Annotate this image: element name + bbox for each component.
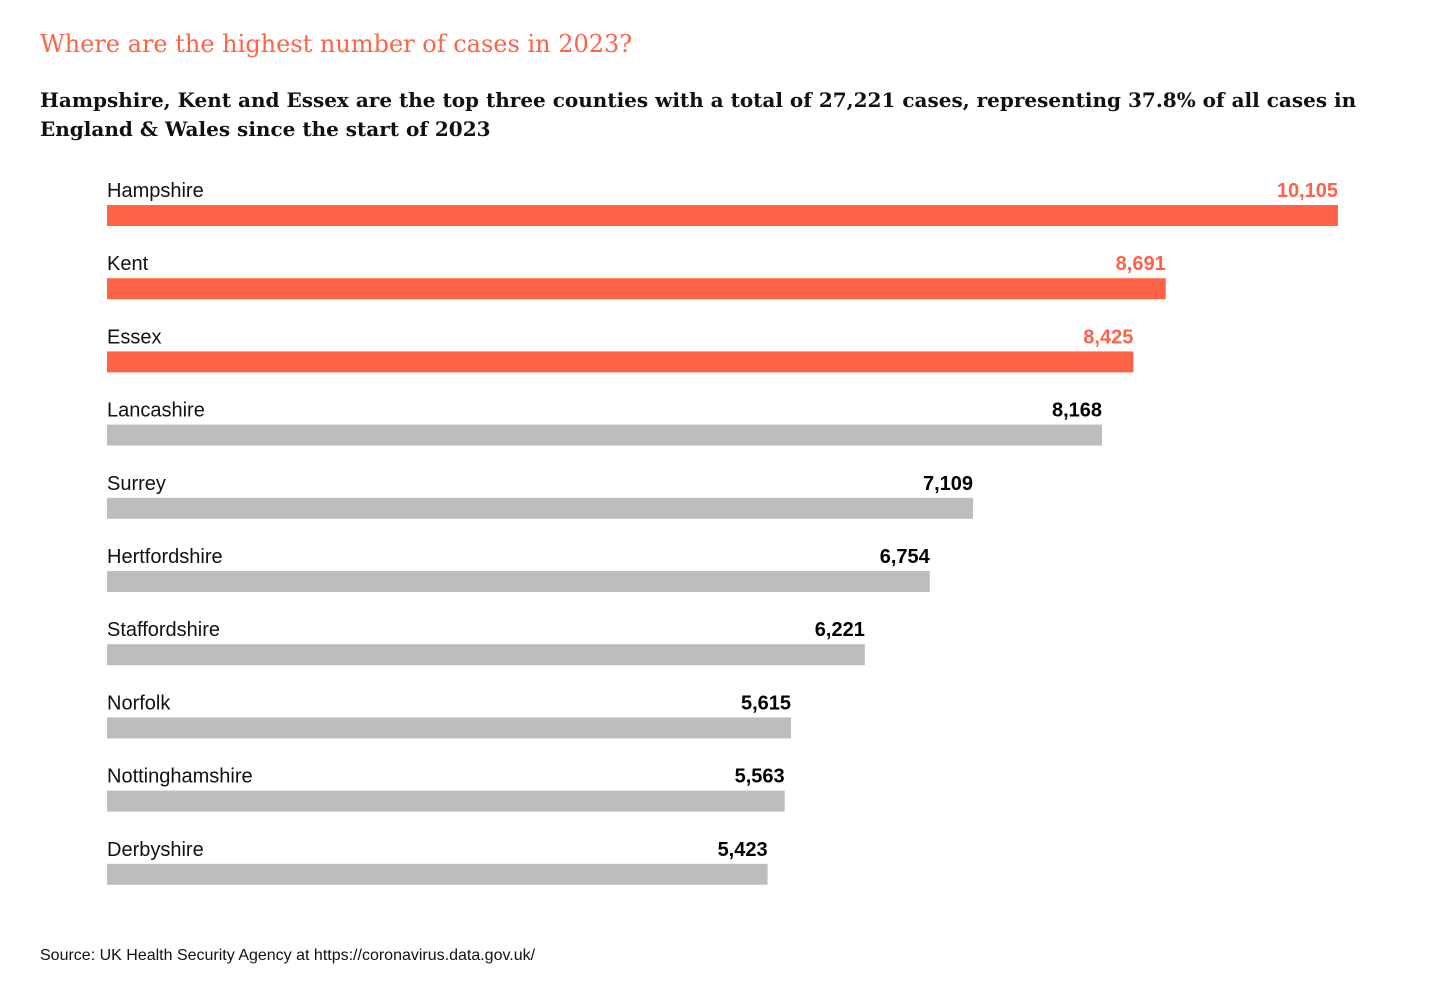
category-label: Hertfordshire <box>107 546 223 568</box>
bar-nottinghamshire <box>107 790 785 812</box>
value-label: 5,615 <box>741 692 791 714</box>
category-label: Essex <box>107 326 161 348</box>
value-label: 8,425 <box>1083 326 1133 348</box>
category-label: Kent <box>107 253 149 275</box>
bar-essex <box>107 351 1134 373</box>
category-label: Norfolk <box>107 692 171 714</box>
chart-title: Where are the highest number of cases in… <box>40 30 633 58</box>
value-label: 7,109 <box>923 473 973 495</box>
source-note: Source: UK Health Security Agency at htt… <box>40 947 536 964</box>
value-label: 6,221 <box>815 619 865 641</box>
value-label: 5,563 <box>735 766 785 788</box>
bar-derbyshire <box>107 863 768 885</box>
category-label: Hampshire <box>107 180 204 202</box>
category-label: Staffordshire <box>107 619 220 641</box>
bar-chart: Hampshire 10,105 Kent 8,691 Essex 8,425 Lancas… <box>107 180 1338 885</box>
value-label: 8,691 <box>1116 253 1166 275</box>
category-label: Lancashire <box>107 400 205 422</box>
category-label: Nottinghamshire <box>107 766 253 788</box>
bar-norfolk <box>107 717 792 739</box>
bar-staffordshire <box>107 644 865 666</box>
bar-surrey <box>107 497 974 519</box>
value-label: 5,423 <box>718 839 768 861</box>
bar-lancashire <box>107 424 1103 446</box>
bar-kent <box>107 278 1166 300</box>
value-label: 10,105 <box>1277 180 1338 202</box>
chart-subtitle: Hampshire, Kent and Essex are the top th… <box>40 88 1357 141</box>
category-label: Derbyshire <box>107 839 204 861</box>
bar-hertfordshire <box>107 571 930 592</box>
bar-hampshire <box>107 205 1338 226</box>
category-label: Surrey <box>107 473 166 495</box>
value-label: 8,168 <box>1052 400 1102 422</box>
value-label: 6,754 <box>880 546 931 568</box>
